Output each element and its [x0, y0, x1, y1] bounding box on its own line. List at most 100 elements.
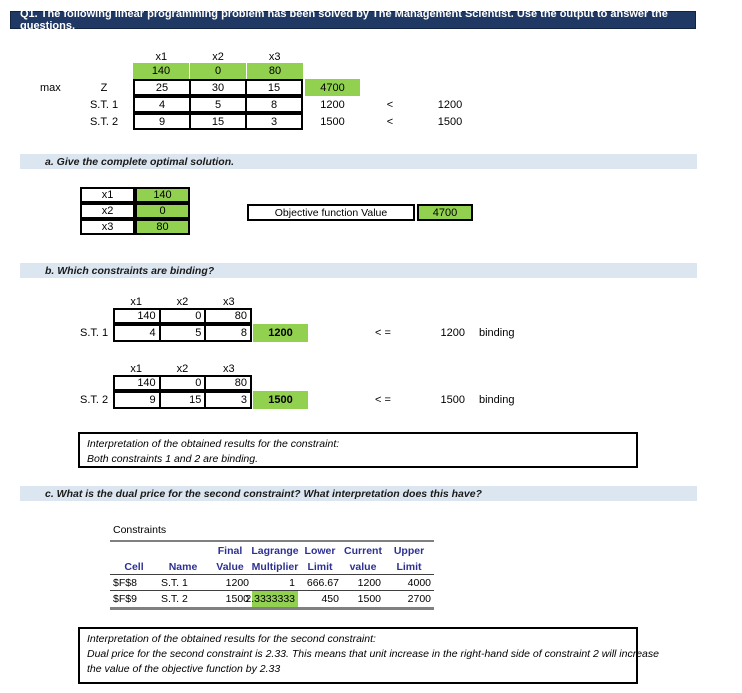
constraint-rhs-value: 1500 [440, 394, 465, 406]
binding-status: binding [479, 327, 515, 339]
upper-limit: 4000 [407, 576, 431, 589]
variable-header-row: x1 x2 x3 [80, 295, 514, 308]
var-header: x3 [223, 362, 235, 375]
column-header: Limit [396, 560, 422, 573]
objective-row: max Z 25 30 15 4700 [30, 79, 480, 96]
question-title: Q1. The following linear programming pro… [20, 8, 668, 32]
sensitivity-constraints-table: Final Lagrange Lower Current Upper Cell … [110, 540, 434, 610]
var-header: x3 [223, 295, 235, 308]
var-header: x2 [212, 50, 224, 63]
constraint-1-check-table: x1 x2 x3 140 0 80 S.T. 1 4 5 8 1200 < = … [80, 295, 514, 342]
constraints-data-row: $F$9 S.T. 2 1500 2.3333333 450 1500 2700 [110, 591, 434, 607]
column-header: Lagrange [251, 544, 299, 557]
coeff-cell: 3 [204, 393, 250, 407]
interpretation-line: the value of the objective function by 2… [87, 663, 281, 675]
column-header: Name [168, 560, 198, 573]
constraint-rhs-value: 1200 [440, 327, 465, 339]
coeff-cell: 8 [245, 98, 301, 111]
column-header: Value [216, 560, 244, 573]
coeff-cell: 25 [155, 81, 169, 94]
variable-name-cell: x2 [80, 203, 135, 219]
constraint-rhs-cell: 1500 [437, 115, 463, 128]
row-label: Z [100, 81, 108, 94]
column-header: Cell [124, 560, 144, 573]
solution-value-cell: 0 [158, 310, 205, 322]
relation-sign: < = [375, 394, 391, 406]
solution-values-row: 140 0 80 [80, 308, 514, 324]
coeff-cell: 9 [149, 394, 156, 406]
solution-values-row: 140 0 80 [80, 375, 514, 391]
constraint-rhs-cell: 1200 [437, 98, 463, 111]
column-header: value [349, 560, 377, 573]
relation-sign: < [386, 115, 394, 128]
constraint-name: S.T. 1 [161, 576, 188, 589]
row-label: S.T. 2 [89, 115, 119, 128]
solution-value-cell: 80 [246, 63, 303, 79]
lagrange-multiplier: 1 [289, 576, 295, 589]
relation-sign: < [386, 98, 394, 111]
variable-value-cell: 80 [135, 219, 190, 235]
column-header [158, 542, 208, 559]
final-value: 1200 [225, 576, 249, 589]
column-header: Upper [393, 544, 425, 557]
cell-ref: $F$8 [113, 576, 137, 589]
coeff-cell: 3 [245, 115, 301, 128]
binding-status: binding [479, 394, 515, 406]
lower-limit: 450 [321, 593, 339, 605]
lagrange-multiplier-highlighted: 2.3333333 [245, 591, 298, 607]
lower-limit: 666.67 [306, 576, 339, 589]
interpretation-box-constraints: Interpretation of the obtained results f… [78, 432, 638, 468]
objective-function-value: 4700 [417, 204, 473, 221]
constraint-lhs-value: 1500 [253, 391, 308, 409]
variable-name-cell: x3 [80, 219, 135, 235]
interpretation-line: Dual price for the second constraint is … [87, 648, 659, 660]
column-header: Lower [304, 544, 336, 557]
constraint-2-check-table: x1 x2 x3 140 0 80 S.T. 2 9 15 3 1500 < =… [80, 362, 514, 409]
constraint-2-row: S.T. 2 9 15 3 1500 < 1500 [30, 113, 480, 130]
coeff-cell: 30 [189, 81, 245, 94]
section-b-heading: b. Which constraints are binding? [45, 264, 215, 277]
relation-sign: < = [375, 327, 391, 339]
var-header: x2 [176, 362, 189, 375]
column-header [110, 542, 158, 559]
constraint-lhs-cell: 1200 [320, 98, 345, 111]
coeff-cell: 9 [158, 115, 166, 128]
column-header: Final [217, 544, 243, 557]
question-title-bar: Q1. The following linear programming pro… [10, 8, 696, 32]
variable-value-cell: 0 [135, 203, 190, 219]
objective-result-cell: 4700 [305, 79, 360, 96]
coeff-cell: 15 [158, 393, 205, 407]
constraint-lhs-cell: 1500 [320, 115, 345, 128]
coeff-cell: 5 [158, 326, 205, 340]
current-value: 1200 [357, 576, 381, 589]
constraint-label: S.T. 1 [80, 327, 109, 339]
constraint-name: S.T. 2 [161, 593, 188, 605]
objective-function-label: Objective function Value [247, 204, 415, 221]
variable-name-cell: x1 [80, 187, 135, 203]
current-value: 1500 [357, 593, 381, 605]
constraint-row: S.T. 1 4 5 8 1200 < = 1200 binding [80, 324, 514, 342]
coeff-cell: 15 [245, 81, 301, 94]
variable-header-row: x1 x2 x3 [80, 362, 514, 375]
solution-value-cell: 0 [158, 377, 205, 389]
lp-setup-table: x1 x2 x3 140 0 80 max Z 25 30 15 4700 [30, 50, 480, 130]
solution-row: x1 140 [80, 187, 190, 203]
var-header: x1 [155, 50, 168, 63]
constraint-1-row: S.T. 1 4 5 8 1200 < 1200 [30, 96, 480, 113]
section-c-banner: c. What is the dual price for the second… [20, 486, 697, 501]
constraint-lhs-value: 1200 [253, 324, 308, 342]
constraint-row: S.T. 2 9 15 3 1500 < = 1500 binding [80, 391, 514, 409]
column-header: Multiplier [251, 560, 299, 573]
upper-limit: 2700 [407, 593, 431, 605]
interpretation-line: Interpretation of the obtained results f… [87, 438, 340, 450]
solution-value-cell: 140 [137, 310, 156, 322]
cell-ref: $F$9 [113, 593, 137, 605]
interpretation-line: Interpretation of the obtained results f… [87, 633, 376, 645]
interpretation-box-dual-price: Interpretation of the obtained results f… [78, 627, 659, 684]
column-header: Current [344, 544, 382, 557]
var-header: x1 [130, 362, 142, 375]
solution-row: x3 80 [80, 219, 190, 235]
solution-value-cell: 80 [204, 310, 250, 322]
var-header: x2 [176, 295, 189, 308]
row-label: S.T. 1 [89, 98, 119, 111]
